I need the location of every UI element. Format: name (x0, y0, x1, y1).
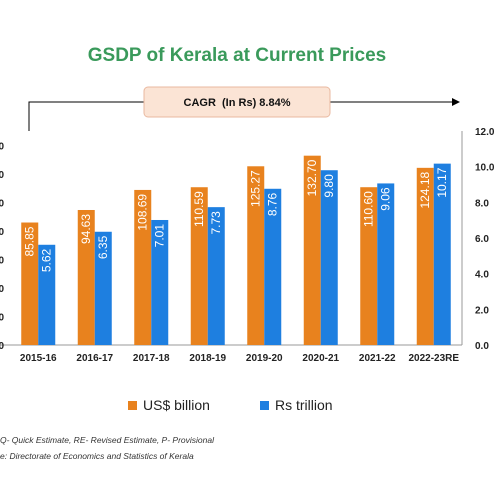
note-source: e: Directorate of Economics and Statisti… (0, 451, 194, 461)
bar-rs-trillion (433, 163, 451, 345)
bar-rs-trillion (264, 188, 282, 345)
right-axis-tick-label: 0.0 (475, 341, 489, 352)
left-axis-tick-label: 0 (0, 255, 4, 266)
bar-usd-billion (303, 155, 321, 345)
bar-usd-billion (360, 187, 378, 345)
x-tick-label: 2019-20 (246, 353, 283, 364)
right-axis-tick-label: 4.0 (475, 270, 489, 281)
legend-label-rs: Rs trillion (275, 397, 333, 413)
data-label-rs: 9.80 (322, 174, 336, 198)
bar-usd-billion (247, 166, 265, 345)
x-tick-label: 2021-22 (359, 353, 396, 364)
left-axis-tick-label: 0 (0, 312, 4, 323)
right-axis-tick-label: 12.0 (475, 127, 494, 138)
data-label-usd: 110.60 (362, 191, 376, 227)
cagr-box (143, 86, 331, 118)
legend-label-usd: US$ billion (143, 397, 210, 413)
data-label-usd: 94.63 (79, 214, 93, 244)
right-axis-tick-label: 10.0 (475, 163, 494, 174)
bar-rs-trillion (377, 183, 395, 345)
bar-usd-billion (77, 209, 95, 345)
x-tick-label: 2017-18 (133, 353, 170, 364)
right-axis-tick-label: 8.0 (475, 198, 489, 209)
legend-item-usd: US$ billion (128, 397, 210, 413)
data-label-usd: 124.18 (418, 172, 432, 209)
data-label-usd: 110.59 (192, 191, 206, 227)
data-label-rs: 7.73 (209, 211, 223, 235)
left-axis-tick-label: 0 (0, 141, 4, 152)
left-axis-tick-label: 0 (0, 284, 4, 295)
legend-swatch-usd (128, 400, 137, 410)
x-tick-label: 2022-23RE (408, 353, 459, 364)
left-axis-tick-label: 0 (0, 198, 4, 209)
legend-swatch-rs (260, 400, 269, 410)
bar-usd-billion (416, 167, 434, 345)
chart-title: GSDP of Kerala at Current Prices (88, 45, 386, 66)
bar-rs-trillion (320, 170, 338, 345)
data-label-rs: 10.17 (435, 167, 449, 197)
data-label-rs: 5.62 (40, 248, 54, 272)
bar-rs-trillion (151, 219, 169, 345)
x-tick-label: 2016-17 (76, 353, 113, 364)
data-label-rs: 8.76 (266, 192, 280, 216)
cagr-arrow-head (452, 98, 460, 106)
note-estimates: Q- Quick Estimate, RE- Revised Estimate,… (0, 435, 214, 445)
cagr-label: CAGR (In Rs) 8.84% (184, 97, 291, 109)
bar-usd-billion (21, 222, 39, 345)
x-tick-label: 2015-16 (20, 353, 57, 364)
data-label-usd: 108.69 (136, 194, 150, 231)
legend: US$ billion Rs trillion (0, 397, 494, 417)
bar-rs-trillion (38, 244, 56, 345)
right-axis-tick-label: 2.0 (475, 305, 489, 316)
right-axis-tick-label: 6.0 (475, 234, 489, 245)
data-label-rs: 6.35 (96, 235, 110, 259)
data-label-usd: 125.27 (249, 170, 263, 207)
left-axis-tick-label: 0 (0, 227, 4, 238)
data-label-rs: 9.06 (379, 187, 393, 211)
x-tick-label: 2018-19 (189, 353, 226, 364)
data-label-usd: 132.70 (305, 159, 319, 196)
left-axis-tick-label: 0 (0, 170, 4, 181)
left-axis-tick-label: 0 (0, 341, 4, 352)
bar-usd-billion (190, 187, 208, 345)
data-label-rs: 7.01 (153, 224, 167, 248)
bar-usd-billion (134, 189, 152, 345)
plot-area: 0 0 0 0 0 0 0 0 0.0 2.0 4.0 6.0 8.0 10.0 12.0 2015-16 85… (0, 127, 494, 364)
cagr-annotation: CAGR (In Rs) 8.84% (28, 86, 460, 131)
data-label-usd: 85.85 (23, 226, 37, 256)
chart-notes: Q- Quick Estimate, RE- Revised Estimate,… (0, 432, 494, 464)
bar-rs-trillion (207, 207, 225, 345)
bar-rs-trillion (94, 231, 112, 345)
legend-item-rs: Rs trillion (260, 397, 333, 413)
x-tick-label: 2020-21 (302, 353, 339, 364)
